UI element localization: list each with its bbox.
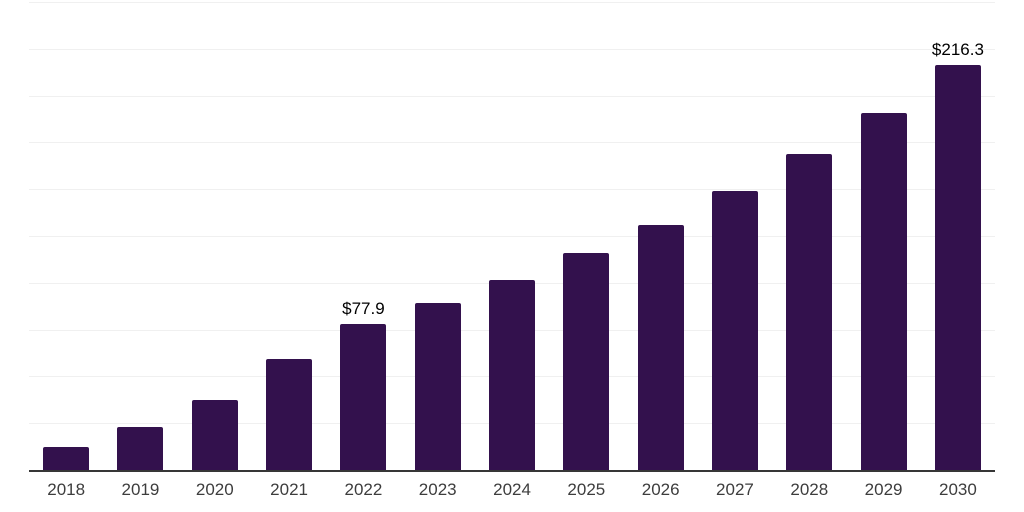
bar-band-2029	[846, 2, 920, 470]
x-tick-label-2020: 2020	[195, 480, 234, 499]
bar-value-label-2030: $216.3	[931, 40, 984, 60]
market-size-bar-chart: $77.9 $216.3 2018 2019 2020 2021 2022 2023 2024…	[29, 0, 995, 512]
bar-band-2021	[252, 2, 326, 470]
bar-band-2026	[624, 2, 698, 470]
bar-2020	[191, 399, 238, 470]
bar-2024	[489, 279, 536, 470]
bar-band-2023	[401, 2, 475, 470]
gridline-225	[29, 48, 995, 50]
bar-band-2022: $77.9	[326, 2, 400, 470]
bar-2021	[266, 359, 313, 470]
x-tick-label-2019: 2019	[121, 480, 160, 499]
bar-2022	[340, 324, 387, 470]
gridline-125	[29, 236, 995, 237]
bar-2018	[43, 446, 90, 470]
x-tick-label-2027: 2027	[716, 480, 754, 499]
x-axis-labels: 2018 2019 2020 2021 2022 2023 2024 2025 2026 2027…	[29, 480, 995, 500]
bar-band-2018	[29, 2, 103, 470]
x-tick-label-2022: 2022	[344, 480, 383, 499]
x-tick-label-2018: 2018	[47, 480, 86, 499]
gridline-200	[29, 95, 995, 97]
bar-2025	[563, 253, 610, 470]
bar-2030	[934, 65, 981, 470]
x-tick-label-2024: 2024	[493, 480, 531, 499]
bar-2023	[414, 303, 461, 470]
bar-band-2028	[772, 2, 846, 470]
bar-band-2020	[178, 2, 252, 470]
bar-band-2027	[698, 2, 772, 470]
bar-2026	[637, 224, 684, 470]
x-tick-label-2021: 2021	[270, 480, 308, 499]
x-tick-label-2025: 2025	[567, 480, 606, 499]
plot-area: $77.9 $216.3	[29, 2, 995, 472]
bar-band-2024	[475, 2, 549, 470]
bar-2028	[786, 153, 833, 470]
x-tick-label-2030: 2030	[938, 480, 977, 499]
bars-row: $77.9 $216.3	[29, 2, 995, 470]
x-tick-label-2023: 2023	[418, 480, 457, 499]
bar-2027	[711, 190, 758, 470]
x-tick-label-2028: 2028	[790, 480, 829, 499]
bar-band-2025	[549, 2, 623, 470]
bar-2019	[117, 426, 164, 470]
bar-value-label-2022: $77.9	[342, 299, 385, 319]
bar-band-2019	[103, 2, 177, 470]
x-tick-label-2029: 2029	[864, 480, 903, 499]
bar-band-2030: $216.3	[921, 2, 995, 470]
x-tick-label-2026: 2026	[641, 480, 680, 499]
gridline-250	[29, 2, 995, 3]
gridline-175	[29, 142, 995, 144]
gridline-150	[29, 189, 995, 191]
bar-2029	[860, 113, 907, 470]
